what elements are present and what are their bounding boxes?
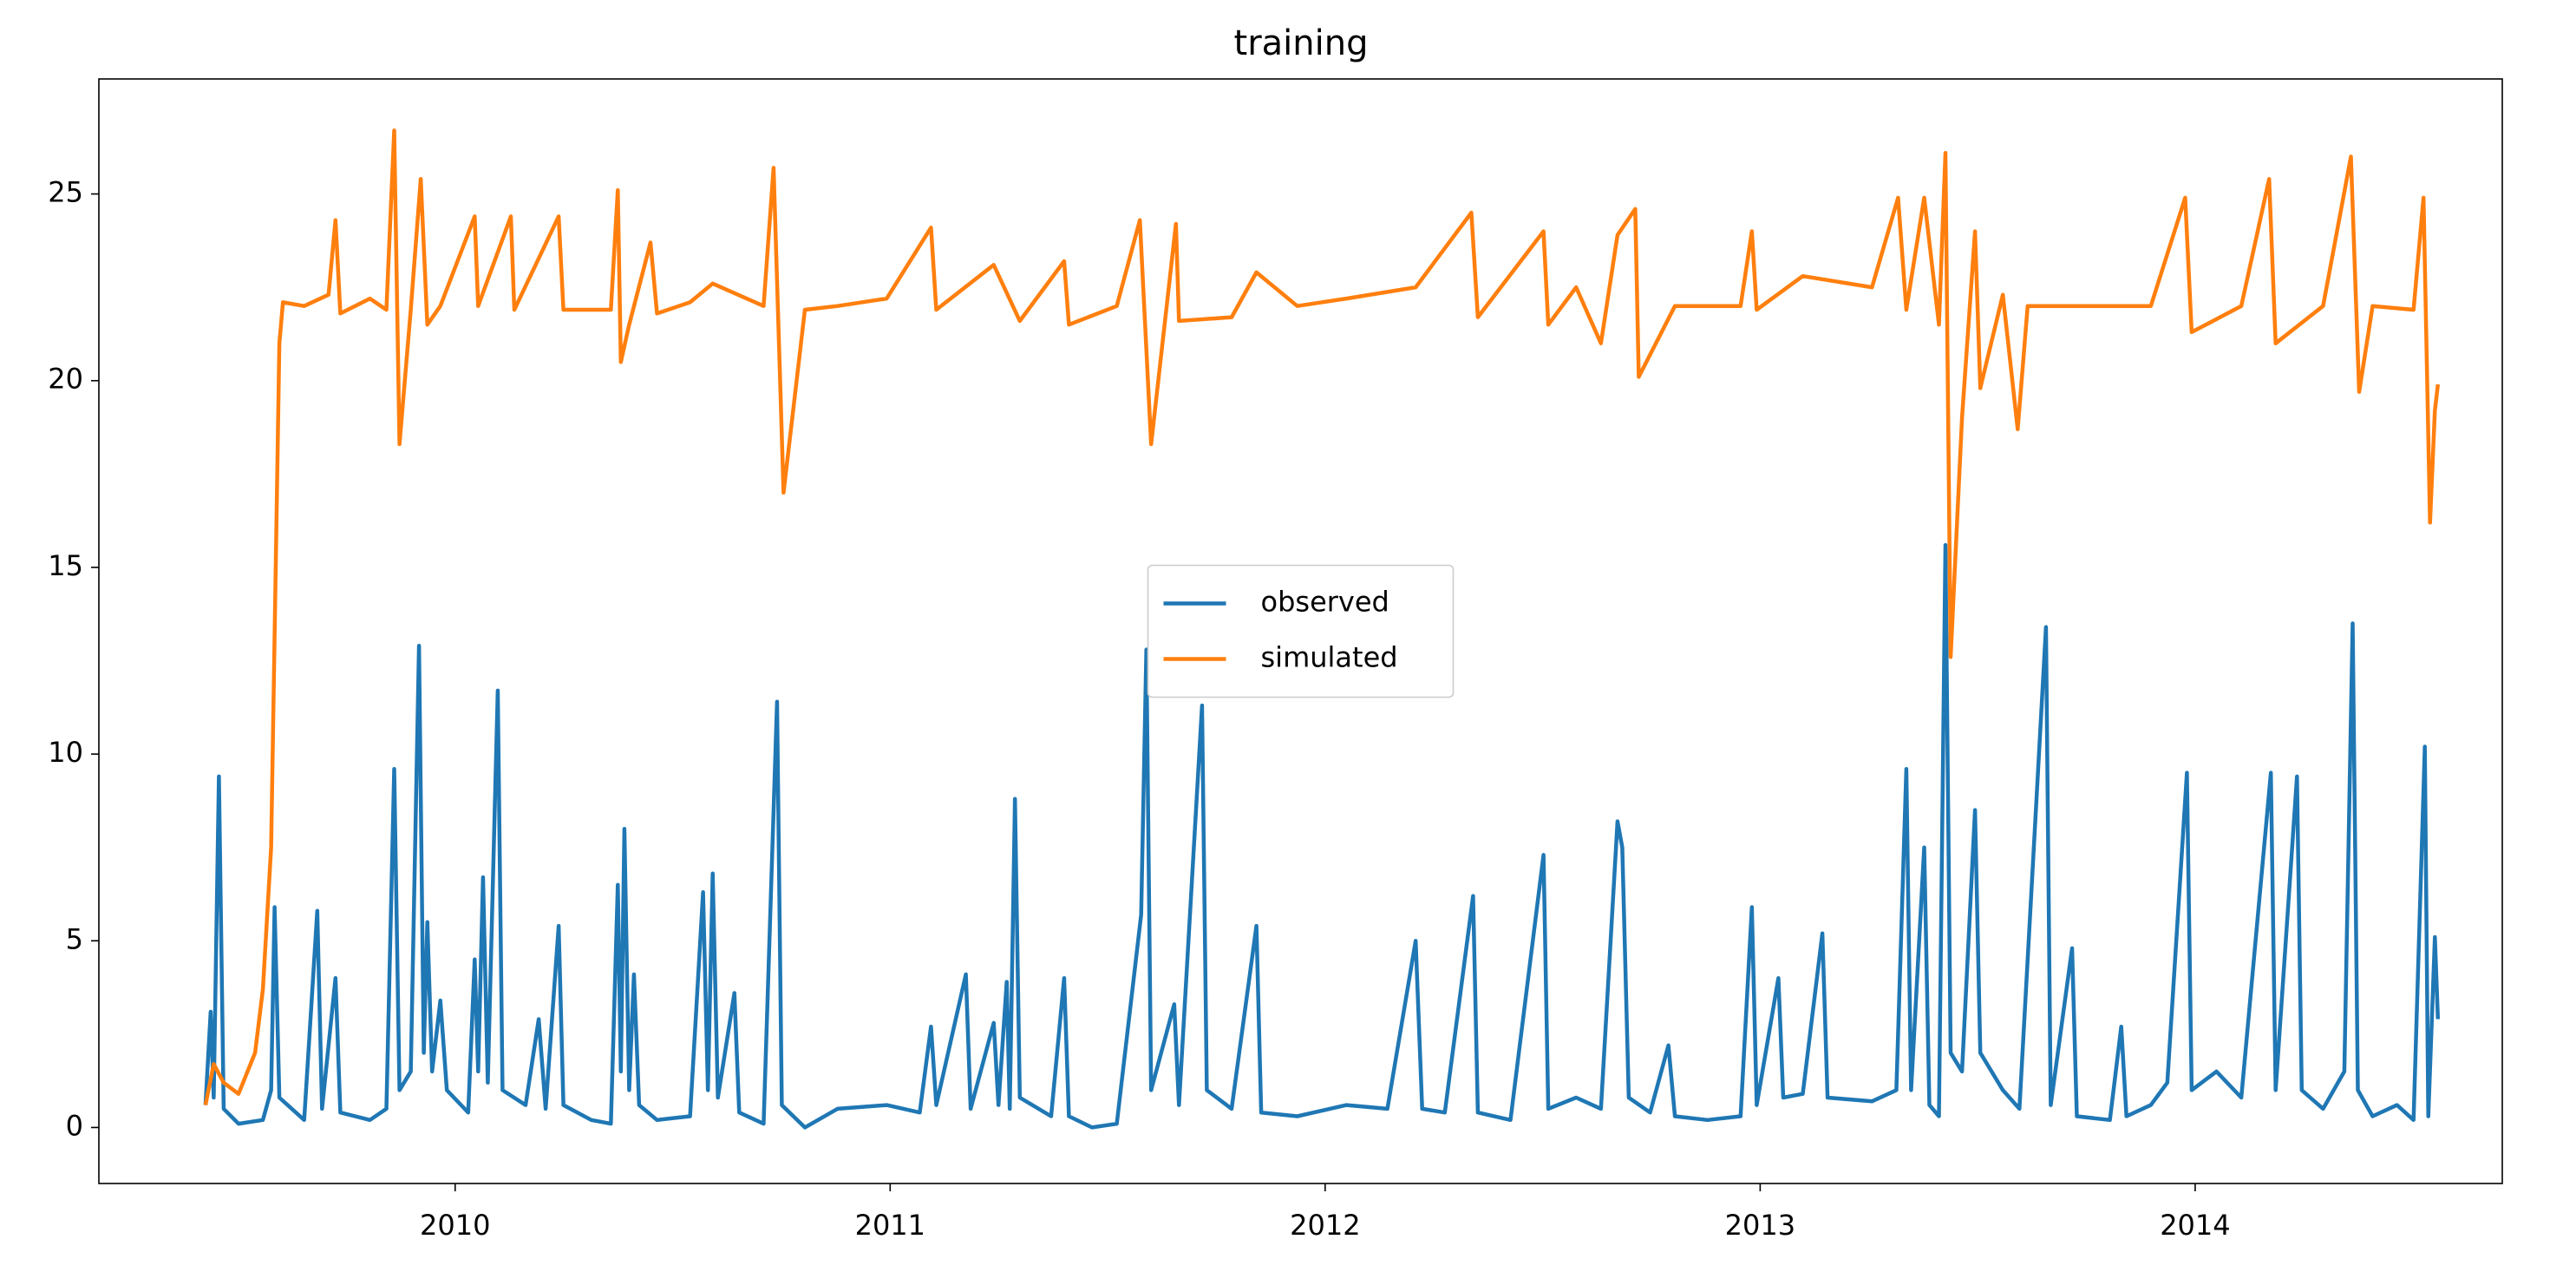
y-tick-label: 10 xyxy=(48,736,83,769)
y-tick-label: 5 xyxy=(66,922,83,955)
y-tick-label: 15 xyxy=(48,549,83,582)
y-tick-label: 0 xyxy=(66,1109,83,1142)
legend-box xyxy=(1147,564,1455,698)
legend-label: observed xyxy=(1261,586,1389,619)
x-tick-label: 2012 xyxy=(1290,1209,1360,1242)
legend-label: simulated xyxy=(1261,641,1398,674)
x-tick-label: 2010 xyxy=(420,1209,490,1242)
x-tick-label: 2014 xyxy=(2160,1209,2230,1242)
data-line xyxy=(203,128,2441,1106)
data-line xyxy=(203,542,2441,1130)
x-tick-label: 2011 xyxy=(855,1209,925,1242)
plot-frame xyxy=(98,78,2503,1184)
chart-title: training xyxy=(1234,23,1369,63)
y-tick-label: 20 xyxy=(48,363,83,396)
x-tick-label: 2013 xyxy=(1725,1209,1795,1242)
legend: observed simulated xyxy=(1147,564,1455,698)
y-tick-label: 25 xyxy=(48,176,83,209)
